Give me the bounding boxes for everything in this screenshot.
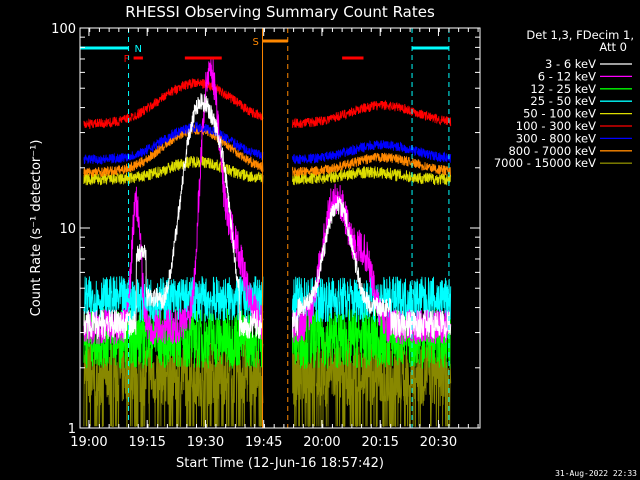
legend-label: 50 - 100 keV (523, 107, 596, 121)
series-line (291, 183, 452, 345)
series-line (83, 93, 264, 340)
legend-label: 12 - 25 keV (530, 82, 596, 96)
y-tick-label: 10 (59, 222, 76, 237)
y-tick-label: 100 (51, 22, 76, 37)
series-line (291, 152, 451, 177)
axis-layer: 19:00 19:15 19:30 19:45 20:00 20:15 20:30 1 10 10… (51, 22, 480, 450)
marker-label-N: N (135, 44, 142, 55)
series-line (291, 196, 452, 340)
series-line (83, 155, 264, 186)
legend-label: 100 - 300 keV (516, 119, 596, 133)
x-tick-label: 19:00 (70, 435, 107, 450)
legend-header-line-2: Att 0 (599, 40, 627, 54)
legend-label: 25 - 50 keV (530, 94, 596, 108)
x-tick-label: 20:15 (361, 435, 398, 450)
series-100-300keV (83, 78, 452, 129)
marker-label-F: F (124, 54, 130, 65)
series-line (83, 78, 264, 129)
legend-label: 800 - 7000 keV (508, 144, 596, 158)
series-line (291, 166, 452, 186)
x-axis-label: Start Time (12-Jun-16 18:57:42) (176, 456, 384, 471)
series-line (291, 99, 452, 129)
legend-label: 6 - 12 keV (538, 69, 596, 83)
y-tick-label: 1 (68, 422, 76, 437)
timestamp: 31-Aug-2022 22:33 (555, 469, 637, 478)
x-tick-label: 20:00 (303, 435, 340, 450)
y-axis-label: Count Rate (s⁻¹ detector⁻¹) (29, 140, 44, 317)
series-3-6keV (83, 93, 452, 340)
legend-label: 7000 - 15000 keV (494, 156, 596, 170)
x-tick-label: 19:30 (187, 435, 224, 450)
chart-title: RHESSI Observing Summary Count Rates (125, 3, 435, 21)
x-tick-label: 19:15 (128, 435, 165, 450)
series-layer (83, 58, 452, 427)
series-300-800keV (83, 120, 452, 165)
series-line (291, 337, 452, 427)
legend-header-line-1: Det 1,3, FDecim 1, (526, 28, 634, 42)
marker-layer: NF S (80, 28, 450, 428)
x-tick-label: 19:45 (245, 435, 282, 450)
series-50-100keV (83, 155, 452, 186)
series-line (83, 120, 264, 165)
series-line (83, 276, 264, 324)
legend-label: 300 - 800 keV (516, 131, 596, 145)
series-line (291, 140, 452, 165)
x-tick-label: 20:30 (420, 435, 457, 450)
marker-label-S: S (253, 37, 259, 48)
series-line (291, 308, 452, 369)
legend-label: 3 - 6 keV (545, 57, 596, 71)
